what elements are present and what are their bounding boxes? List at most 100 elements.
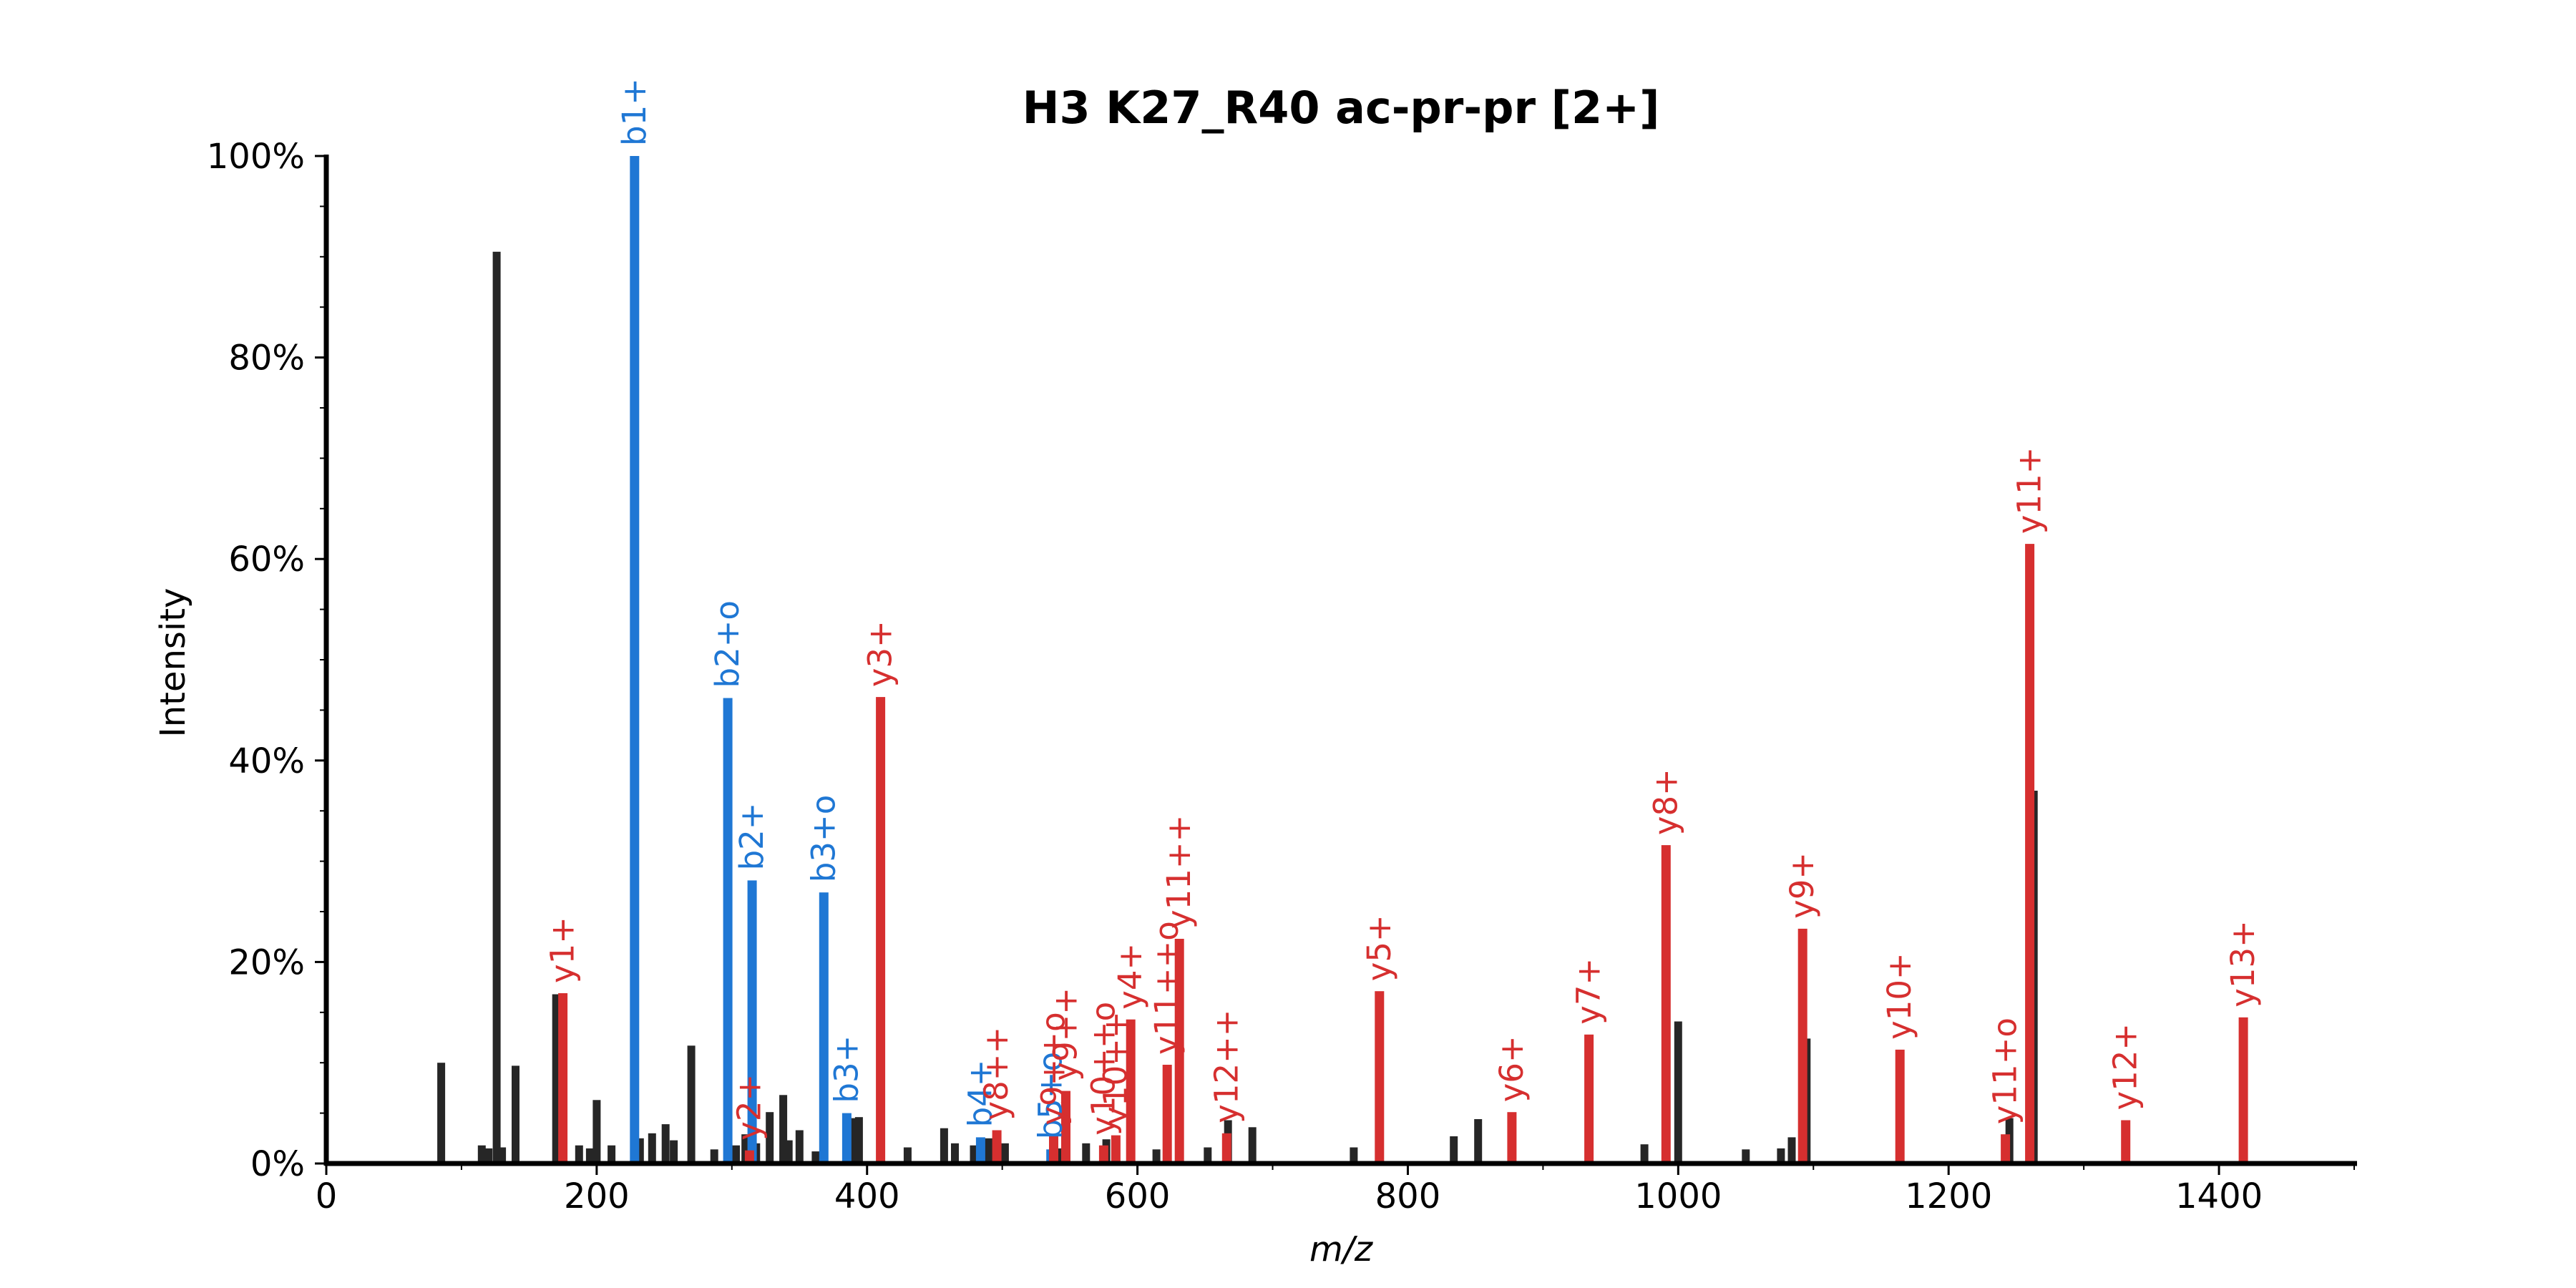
unmatched-peak-21 (779, 1095, 788, 1163)
unmatched-peak-41 (1450, 1136, 1458, 1163)
peak-b1+ (630, 156, 640, 1163)
peak-y7+ (1584, 1034, 1594, 1163)
unmatched-peak-13 (661, 1124, 670, 1163)
peak-y10+ (1895, 1049, 1905, 1163)
unmatched-peak-6 (552, 994, 560, 1163)
unmatched-peak-0 (437, 1063, 446, 1163)
peak-y4+ (1126, 1019, 1136, 1163)
unmatched-peak-45 (1742, 1149, 1750, 1163)
unmatched-peak-7 (575, 1145, 583, 1163)
unmatched-peak-40 (1350, 1147, 1358, 1163)
ion-label-y9+: y9+ (1783, 852, 1821, 919)
y-tick-label-60: 60% (228, 540, 305, 580)
peak-y2+ (744, 1150, 754, 1163)
peak-y13+ (2238, 1017, 2248, 1163)
peak-b2+o (723, 698, 733, 1163)
peak-y9+ (1797, 928, 1807, 1163)
unmatched-peak-27 (903, 1147, 912, 1163)
ion-label-y11+o: y11+o (1986, 1018, 2024, 1124)
unmatched-peak-42 (1474, 1119, 1483, 1163)
unmatched-peak-39 (1248, 1127, 1257, 1163)
peak-y6+ (1507, 1112, 1517, 1163)
peak-y9++ (1061, 1091, 1070, 1163)
unmatched-peak-11 (635, 1138, 644, 1163)
ion-label-b1+: b1+ (615, 78, 653, 146)
unmatched-peak-24 (811, 1151, 820, 1163)
y-tick-label-40: 40% (228, 741, 305, 781)
ion-label-y2+: y2+ (730, 1074, 768, 1141)
ion-label-y12++: y12++ (1207, 1009, 1245, 1123)
peak-y9++o (1049, 1135, 1058, 1163)
peak-y8++ (992, 1130, 1002, 1163)
peak-b2+ (747, 880, 757, 1163)
ion-label-y9++o: y9++o (1035, 1012, 1073, 1125)
unmatched-peak-1 (477, 1145, 486, 1163)
peak-y10++ (1111, 1135, 1121, 1163)
ion-label-b2+o: b2+o (708, 600, 746, 688)
peak-y12+ (2121, 1120, 2131, 1163)
ion-label-y10+: y10+ (1880, 952, 1918, 1040)
x-tick-label-800: 800 (1375, 1176, 1441, 1216)
ion-label-y7+: y7+ (1570, 958, 1608, 1025)
peak-b4+ (975, 1137, 985, 1163)
x-tick-label-1200: 1200 (1905, 1176, 1992, 1216)
unmatched-peak-29 (951, 1143, 959, 1163)
unmatched-peak-20 (766, 1112, 774, 1163)
x-tick-label-0: 0 (316, 1176, 338, 1216)
b-ion-peaks (630, 156, 1056, 1163)
ion-label-y9++: y9++ (1047, 987, 1085, 1081)
y-tick-label-80: 80% (228, 338, 305, 379)
plot-area: b1+ b2+o b2+ b3+o b3+ b4+ b5+o y1+ y2+ y3+ y8++ y9+… (437, 78, 2262, 1163)
ion-label-y3+: y3+ (862, 620, 899, 687)
y-tick-label-100: 100% (207, 137, 305, 177)
peak-y5+ (1375, 991, 1385, 1163)
unmatched-peak-32 (1000, 1143, 1009, 1163)
unmatched-peak-36 (1152, 1149, 1161, 1163)
unmatched-peak-16 (710, 1149, 718, 1163)
unmatched-peak-31 (985, 1138, 993, 1163)
unmatched-peak-47 (1787, 1137, 1796, 1163)
ion-label-b3+: b3+ (827, 1035, 865, 1103)
x-tick-label-1000: 1000 (1634, 1176, 1722, 1216)
peak-y1+ (558, 993, 568, 1163)
unmatched-peak-26 (854, 1117, 863, 1163)
unmatched-peak-43 (1640, 1144, 1649, 1163)
chart-title: H3 K27_R40 ac-pr-pr [2+] (1023, 82, 1660, 134)
ion-label-y11+: y11+ (2011, 447, 2049, 534)
y-ticks: 0% 20% 40% 60% 80% 100% (207, 137, 326, 1184)
ion-label-y8+: y8+ (1646, 769, 1684, 835)
peak-y10++o (1098, 1145, 1108, 1163)
ion-label-y8++: y8++ (977, 1027, 1015, 1121)
unmatched-peak-28 (940, 1128, 948, 1163)
unmatched-peak-44 (1674, 1021, 1682, 1163)
unmatched-peak-18 (741, 1134, 750, 1163)
peak-b3+ (841, 1113, 852, 1163)
y-ion-peaks (558, 544, 2248, 1163)
peak-b3+o (819, 892, 829, 1163)
unmatched-peak-37 (1204, 1147, 1212, 1163)
unmatched-peak-14 (670, 1140, 678, 1163)
ion-label-b3+o: b3+o (804, 795, 842, 882)
unmatched-peak-5 (512, 1065, 519, 1163)
ion-label-y4+: y4+ (1111, 943, 1149, 1010)
unmatched-peak-12 (648, 1133, 656, 1163)
peak-y8+ (1661, 845, 1671, 1163)
y-axis-label: Intensity (153, 588, 193, 738)
ion-label-b4+: b4+ (961, 1059, 999, 1127)
y-tick-label-20: 20% (228, 942, 305, 982)
unmatched-peak-34 (1082, 1143, 1091, 1163)
ion-label-b2+: b2+ (733, 802, 771, 870)
peak-y11++o (1162, 1065, 1172, 1163)
unmatched-peak-8 (585, 1148, 594, 1163)
peak-y11++ (1174, 939, 1184, 1163)
unmatched-peak-10 (608, 1145, 616, 1163)
unmatched-peak-15 (687, 1045, 696, 1163)
ion-label-b5+o: b5+o (1032, 1052, 1070, 1139)
unmatched-peak-2 (484, 1148, 493, 1163)
x-ticks: 0 200 400 600 800 1000 1200 1400 (316, 1163, 2355, 1216)
x-tick-label-600: 600 (1105, 1176, 1171, 1216)
x-tick-label-200: 200 (564, 1176, 630, 1216)
ion-label-y13+: y13+ (2224, 920, 2262, 1008)
ion-label-y5+: y5+ (1360, 914, 1398, 981)
unmatched-peak-3 (492, 251, 501, 1163)
